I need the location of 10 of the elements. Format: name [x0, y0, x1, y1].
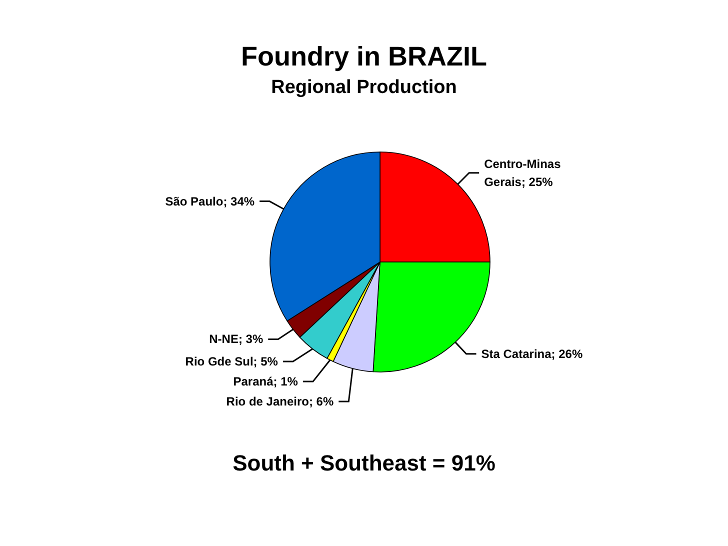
slice-label: Paraná; 1%	[233, 374, 298, 389]
chart-title: Foundry in BRAZIL	[241, 42, 487, 72]
text: South + Southeast = 91%	[232, 450, 496, 476]
slice-label: Centro-Minas Gerais; 25%	[484, 156, 564, 189]
slice-label: Sta Catarina; 26%	[481, 346, 583, 361]
slice-label: Rio de Janeiro; 6%	[226, 394, 334, 409]
slice-label: N-NE; 3%	[209, 332, 264, 346]
slice-label: Rio Gde Sul; 5%	[185, 354, 278, 369]
slice-label: São Paulo; 34%	[165, 194, 255, 208]
chart-subtitle: Regional Production	[271, 77, 457, 98]
